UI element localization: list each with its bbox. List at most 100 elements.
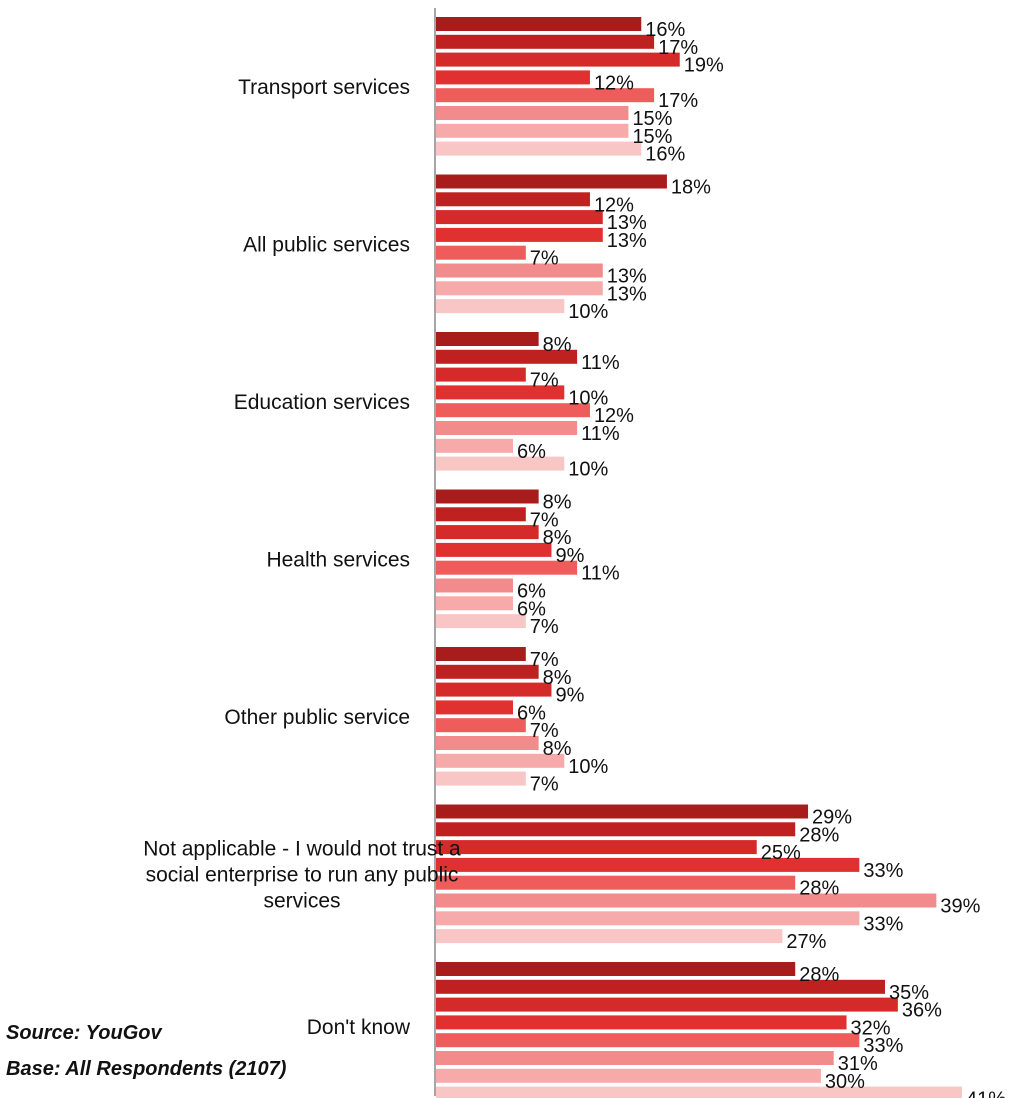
data-label: 8%: [543, 492, 572, 514]
data-label: 7%: [530, 509, 559, 531]
data-label: 10%: [568, 301, 608, 323]
data-labels-layer: 16%17%19%12%17%15%15%16%18%12%13%13%7%13…: [517, 19, 1006, 1098]
base-note: Base: All Respondents (2107): [6, 1058, 287, 1080]
data-label: 15%: [632, 126, 672, 148]
bar: [436, 736, 539, 750]
data-label: 9%: [555, 685, 584, 707]
data-label: 6%: [517, 598, 546, 620]
bar: [436, 771, 526, 786]
bar: [436, 210, 603, 225]
source-notes: Source: YouGov Base: All Respondents (21…: [6, 1022, 287, 1080]
data-label: 28%: [799, 878, 839, 900]
data-label: 7%: [530, 720, 559, 742]
data-label: 33%: [863, 1035, 903, 1057]
category-label: Other public service: [224, 706, 410, 729]
data-label: 10%: [568, 459, 608, 481]
data-label: 11%: [581, 352, 620, 374]
data-label: 7%: [530, 370, 559, 392]
data-label: 15%: [632, 108, 672, 130]
bar: [436, 753, 565, 768]
bar: [436, 438, 513, 453]
data-label: 7%: [530, 616, 559, 638]
source-note: Source: YouGov: [6, 1022, 163, 1044]
data-label: 11%: [581, 563, 620, 585]
data-label: 41%: [966, 1089, 1006, 1098]
bar: [436, 403, 590, 418]
data-label: 12%: [594, 72, 634, 94]
data-label: 13%: [607, 266, 647, 288]
data-label: 12%: [594, 405, 634, 427]
bar: [436, 840, 757, 855]
data-label: 33%: [863, 860, 903, 882]
bar: [436, 456, 565, 471]
bar: [436, 1033, 860, 1048]
data-label: 16%: [645, 19, 685, 41]
data-label: 6%: [517, 441, 546, 463]
data-label: 39%: [940, 896, 980, 918]
bar: [436, 227, 603, 242]
bar: [436, 700, 513, 715]
bar: [436, 123, 629, 138]
data-label: 17%: [658, 90, 698, 112]
bar: [436, 88, 655, 103]
bar: [436, 893, 937, 908]
bar: [436, 822, 796, 837]
data-label: 6%: [517, 702, 546, 724]
bar: [436, 857, 860, 872]
bar: [436, 106, 629, 120]
bar: [436, 52, 680, 67]
data-label: 7%: [530, 649, 559, 671]
data-label: 19%: [684, 55, 724, 77]
data-label: 7%: [530, 248, 559, 270]
bar: [436, 141, 642, 156]
bar: [436, 281, 603, 296]
bars-layer: [436, 17, 962, 1098]
bar: [436, 70, 590, 85]
category-label: Transport services: [238, 76, 410, 99]
data-label: 13%: [607, 212, 647, 234]
bar: [436, 614, 526, 629]
data-label: 8%: [543, 667, 572, 689]
bar: [436, 385, 565, 400]
bar: [436, 929, 783, 944]
bar: [436, 682, 552, 697]
bar: [436, 489, 539, 504]
data-label: 18%: [671, 177, 711, 199]
category-label: All public services: [243, 234, 410, 257]
data-label: 17%: [658, 37, 698, 59]
data-label: 8%: [543, 334, 572, 356]
bar: [436, 560, 578, 575]
data-label: 11%: [581, 423, 620, 445]
data-label: 35%: [889, 982, 929, 1004]
bar: [436, 17, 642, 31]
bar: [436, 34, 655, 49]
bar: [436, 718, 526, 733]
bar: [436, 911, 860, 926]
category-label: Don't know: [307, 1016, 411, 1039]
data-label: 8%: [543, 527, 572, 549]
data-label: 28%: [799, 964, 839, 986]
bar: [436, 332, 539, 346]
data-label: 8%: [543, 738, 572, 760]
category-label: Health services: [266, 549, 410, 572]
data-label: 27%: [786, 931, 826, 953]
bar: [436, 367, 526, 382]
data-label: 33%: [863, 913, 903, 935]
data-label: 7%: [530, 774, 559, 796]
data-label: 6%: [517, 581, 546, 603]
bar: [436, 875, 796, 890]
bar: [436, 664, 539, 679]
data-label: 13%: [607, 283, 647, 305]
bar: [436, 349, 578, 364]
bar: [436, 299, 565, 314]
data-label: 10%: [568, 387, 608, 409]
category-label: Education services: [234, 391, 410, 414]
bar: [436, 174, 667, 189]
bar: [436, 542, 552, 557]
data-label: 32%: [851, 1017, 891, 1039]
bar: [436, 1051, 834, 1065]
data-label: 36%: [902, 1000, 942, 1022]
bar: [436, 962, 796, 976]
bar: [436, 979, 886, 994]
